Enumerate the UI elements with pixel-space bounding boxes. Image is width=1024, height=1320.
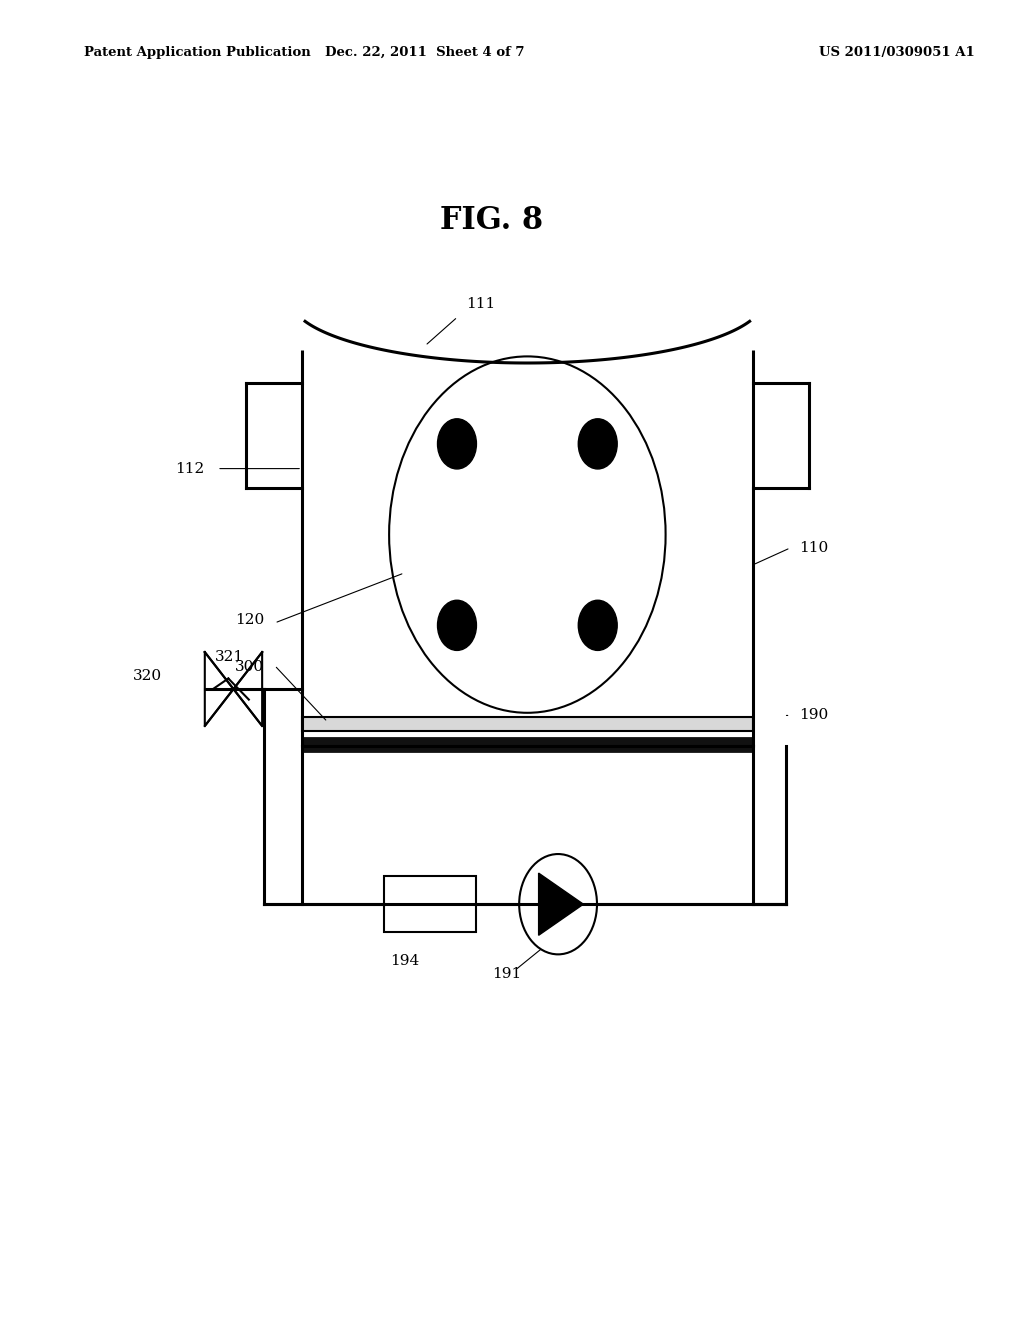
Text: 190: 190 (799, 709, 828, 722)
Text: 321: 321 (215, 651, 244, 664)
Circle shape (579, 418, 617, 469)
Text: 300: 300 (236, 660, 264, 673)
Bar (384, 876, 476, 932)
Circle shape (579, 601, 617, 651)
Text: 194: 194 (390, 954, 419, 968)
Text: 120: 120 (234, 614, 264, 627)
Text: 320: 320 (133, 669, 162, 682)
Text: US 2011/0309051 A1: US 2011/0309051 A1 (819, 46, 975, 59)
Text: Dec. 22, 2011  Sheet 4 of 7: Dec. 22, 2011 Sheet 4 of 7 (326, 46, 524, 59)
Circle shape (437, 601, 476, 651)
Text: 110: 110 (799, 541, 828, 554)
Text: FIG. 8: FIG. 8 (440, 205, 543, 235)
Text: 191: 191 (493, 968, 521, 981)
Text: 111: 111 (466, 297, 496, 310)
Bar (302, 717, 753, 731)
Circle shape (519, 854, 597, 954)
Text: Patent Application Publication: Patent Application Publication (84, 46, 310, 59)
Circle shape (437, 418, 476, 469)
Text: 112: 112 (175, 462, 205, 475)
Polygon shape (539, 873, 584, 936)
Bar (302, 737, 753, 752)
